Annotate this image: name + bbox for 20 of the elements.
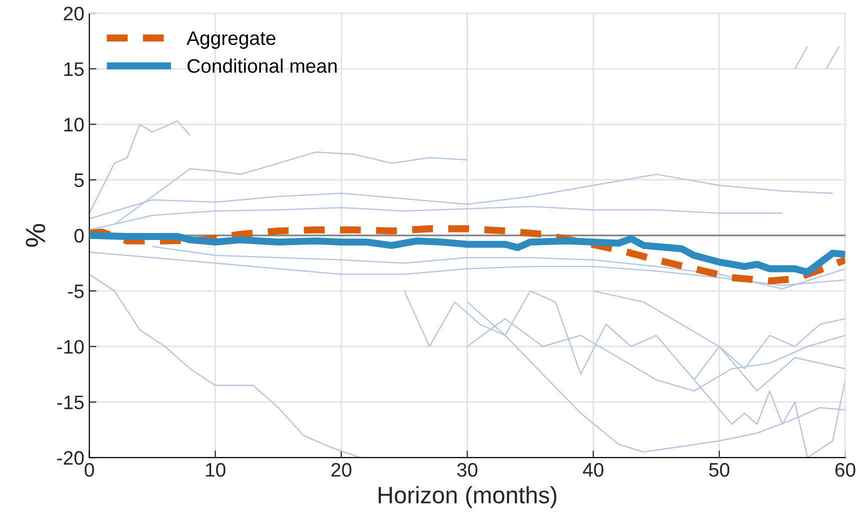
y-tick-label: -20: [57, 451, 84, 465]
y-tick-label: 15: [64, 62, 84, 76]
x-tick-label: 50: [709, 462, 730, 477]
y-tick-label: 5: [74, 174, 84, 188]
legend-label: Conditional mean: [188, 58, 337, 73]
y-tick-label: -10: [57, 340, 84, 354]
legend-label: Aggregate: [186, 31, 276, 49]
y-tick-label: 0: [74, 228, 84, 243]
x-tick-label: 40: [582, 462, 604, 477]
y-tick-label: 10: [64, 118, 84, 132]
y-tick-label: -15: [57, 396, 84, 410]
y-tick-label: -5: [68, 284, 84, 298]
y-tick-label: 20: [64, 6, 84, 20]
x-tick-label: 10: [206, 462, 226, 477]
x-tick-label: 60: [835, 462, 856, 477]
y-axis-title: %: [26, 224, 46, 247]
x-axis-title: Horizon (months): [378, 486, 556, 508]
x-tick-label: 30: [457, 462, 478, 477]
x-tick-label: 20: [331, 462, 352, 477]
x-tick-label: 0: [84, 462, 94, 477]
